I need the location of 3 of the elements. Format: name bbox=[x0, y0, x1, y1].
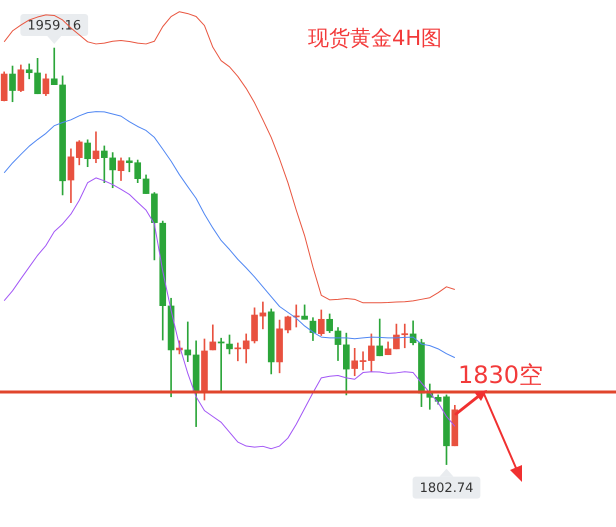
ref-line-label: 1830空 bbox=[458, 360, 544, 389]
annotation: 1802.74 bbox=[420, 480, 474, 496]
text: 现货黄金4H图 bbox=[308, 25, 442, 52]
